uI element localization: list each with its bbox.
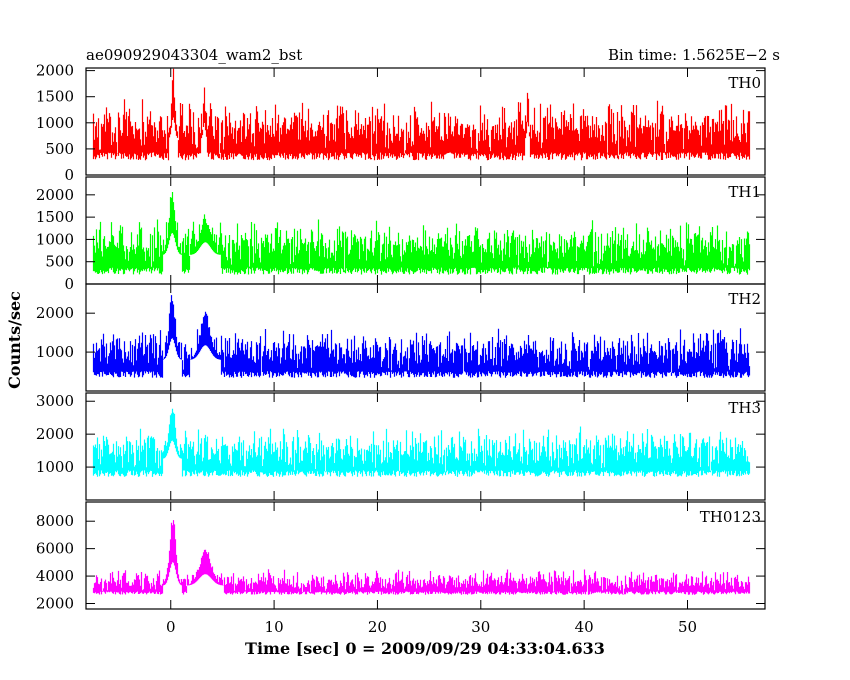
series-th1 xyxy=(92,192,751,275)
y-tick-label: 500 xyxy=(45,253,74,271)
y-tick-label: 500 xyxy=(45,140,74,158)
panel-frame-th0 xyxy=(85,67,766,176)
y-tick-label: 4000 xyxy=(36,567,74,585)
panel-frame-th2 xyxy=(85,283,766,392)
panel-label-th3: TH3 xyxy=(728,399,761,417)
x-axis-title: Time [sec] 0 = 2009/09/29 04:33:04.633 xyxy=(245,639,605,658)
panel-frame-th3 xyxy=(85,392,766,501)
bin-time-label: Bin time: 1.5625E−2 s xyxy=(608,46,780,64)
y-tick-label: 2000 xyxy=(36,595,74,613)
series-th0123 xyxy=(92,520,751,595)
y-tick-label: 6000 xyxy=(36,540,74,558)
y-tick-label: 3000 xyxy=(36,392,74,410)
x-tick-label: 10 xyxy=(265,618,284,636)
y-tick-label: 2000 xyxy=(36,304,74,322)
y-tick-label: 0 xyxy=(64,275,74,293)
figure-title: ae090929043304_wam2_bst xyxy=(86,46,302,64)
x-tick-label: 30 xyxy=(471,618,490,636)
y-tick-label: 1500 xyxy=(36,208,74,226)
x-tick-label: 50 xyxy=(678,618,697,636)
series-th0 xyxy=(92,68,751,161)
y-tick-label: 1000 xyxy=(36,343,74,361)
y-tick-label: 2000 xyxy=(36,425,74,443)
y-axis-title: Counts/sec xyxy=(5,291,24,389)
panel-label-th0123: TH0123 xyxy=(700,508,761,526)
x-tick-label: 40 xyxy=(575,618,594,636)
y-tick-label: 1000 xyxy=(36,230,74,248)
y-tick-label: 8000 xyxy=(36,512,74,530)
panel-label-th0: TH0 xyxy=(728,74,761,92)
y-tick-label: 1000 xyxy=(36,458,74,476)
y-tick-label: 2000 xyxy=(36,186,74,204)
x-tick-label: 20 xyxy=(368,618,387,636)
y-tick-label: 1500 xyxy=(36,88,74,106)
y-tick-label: 1000 xyxy=(36,114,74,132)
series-th2 xyxy=(92,295,751,378)
x-tick-label: 0 xyxy=(166,618,176,636)
series-th3 xyxy=(92,408,751,477)
panel-label-th1: TH1 xyxy=(728,183,761,201)
panel-label-th2: TH2 xyxy=(728,290,761,308)
y-tick-label: 0 xyxy=(64,166,74,184)
panel-frame-th0123 xyxy=(85,501,766,610)
y-tick-label: 2000 xyxy=(36,62,74,80)
